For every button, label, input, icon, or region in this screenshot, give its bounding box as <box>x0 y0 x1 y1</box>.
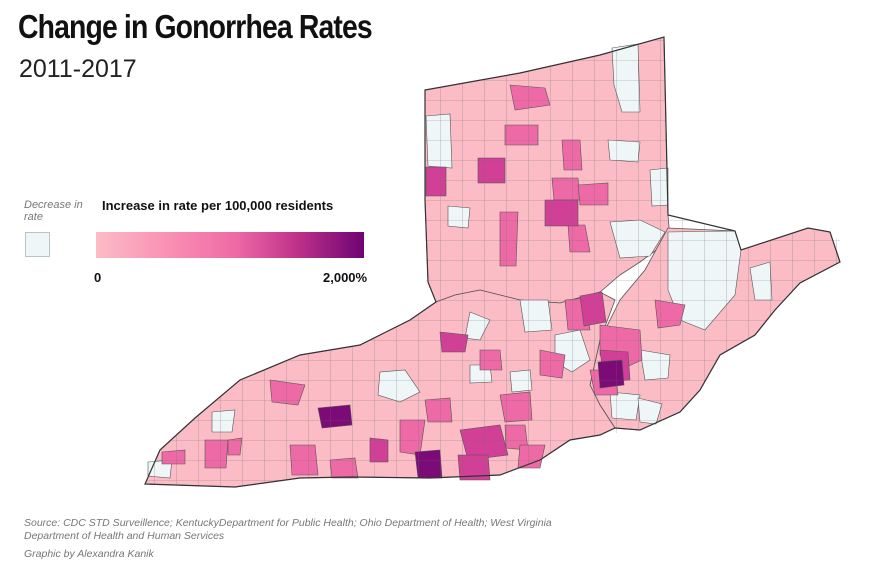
legend-min-label: 0 <box>94 270 102 285</box>
increase-gradient-bar <box>96 232 364 258</box>
county-boundaries <box>145 37 840 487</box>
map-subtitle: 2011-2017 <box>19 55 137 83</box>
legend-max-label: 2,000% <box>323 270 368 285</box>
graphic-credit: Graphic by Alexandra Kanik <box>24 548 154 560</box>
decrease-legend-swatch <box>25 232 50 257</box>
increase-legend-title: Increase in rate per 100,000 residents <box>102 198 334 213</box>
source-note: Source: CDC STD Surveillence; KentuckyDe… <box>24 517 552 542</box>
map-title: Change in Gonorrhea Rates <box>18 8 373 45</box>
state-borders <box>144 36 841 488</box>
decrease-legend-label: Decrease in rate <box>24 199 83 223</box>
